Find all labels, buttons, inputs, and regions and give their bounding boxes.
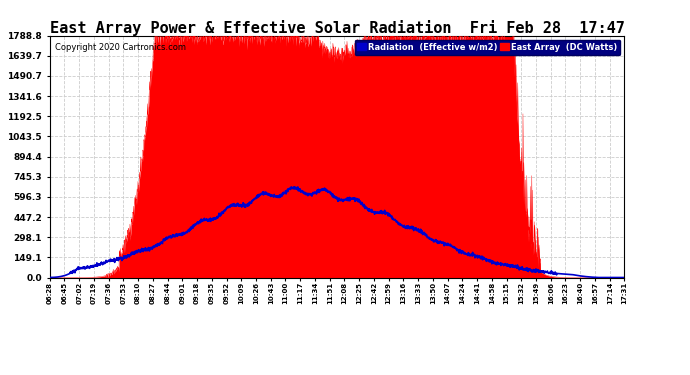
Legend: Radiation  (Effective w/m2), East Array  (DC Watts): Radiation (Effective w/m2), East Array (…: [355, 40, 620, 55]
Text: Copyright 2020 Cartronics.com: Copyright 2020 Cartronics.com: [55, 43, 186, 52]
Title: East Array Power & Effective Solar Radiation  Fri Feb 28  17:47: East Array Power & Effective Solar Radia…: [50, 20, 624, 36]
